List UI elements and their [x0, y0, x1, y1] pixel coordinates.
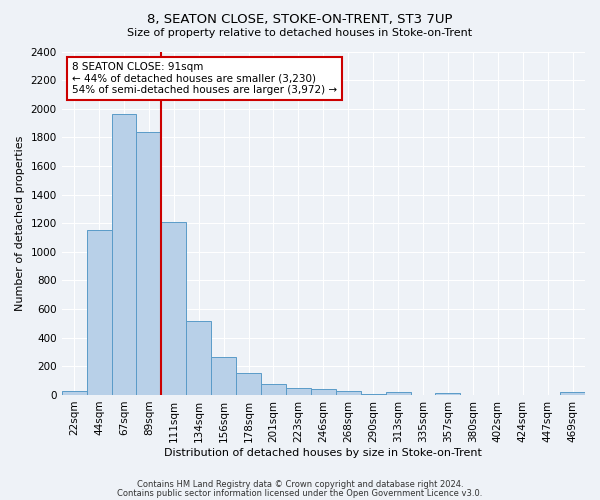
Bar [161, 222, 186, 395]
Bar [261, 384, 286, 395]
Text: Size of property relative to detached houses in Stoke-on-Trent: Size of property relative to detached ho… [127, 28, 473, 38]
Bar [361, 394, 386, 395]
Text: Contains public sector information licensed under the Open Government Licence v3: Contains public sector information licen… [118, 488, 482, 498]
Bar [386, 392, 410, 395]
Bar [286, 388, 311, 395]
Text: 8 SEATON CLOSE: 91sqm
← 44% of detached houses are smaller (3,230)
54% of semi-d: 8 SEATON CLOSE: 91sqm ← 44% of detached … [72, 62, 337, 95]
Y-axis label: Number of detached properties: Number of detached properties [15, 136, 25, 311]
Bar [436, 393, 460, 395]
Text: Contains HM Land Registry data © Crown copyright and database right 2024.: Contains HM Land Registry data © Crown c… [137, 480, 463, 489]
Bar [336, 392, 361, 395]
Bar [112, 114, 136, 395]
Bar [236, 373, 261, 395]
X-axis label: Distribution of detached houses by size in Stoke-on-Trent: Distribution of detached houses by size … [164, 448, 482, 458]
Bar [136, 132, 161, 395]
Bar [186, 322, 211, 395]
Bar [62, 390, 86, 395]
Bar [211, 357, 236, 395]
Text: 8, SEATON CLOSE, STOKE-ON-TRENT, ST3 7UP: 8, SEATON CLOSE, STOKE-ON-TRENT, ST3 7UP [147, 12, 453, 26]
Bar [86, 230, 112, 395]
Bar [311, 388, 336, 395]
Bar [560, 392, 585, 395]
